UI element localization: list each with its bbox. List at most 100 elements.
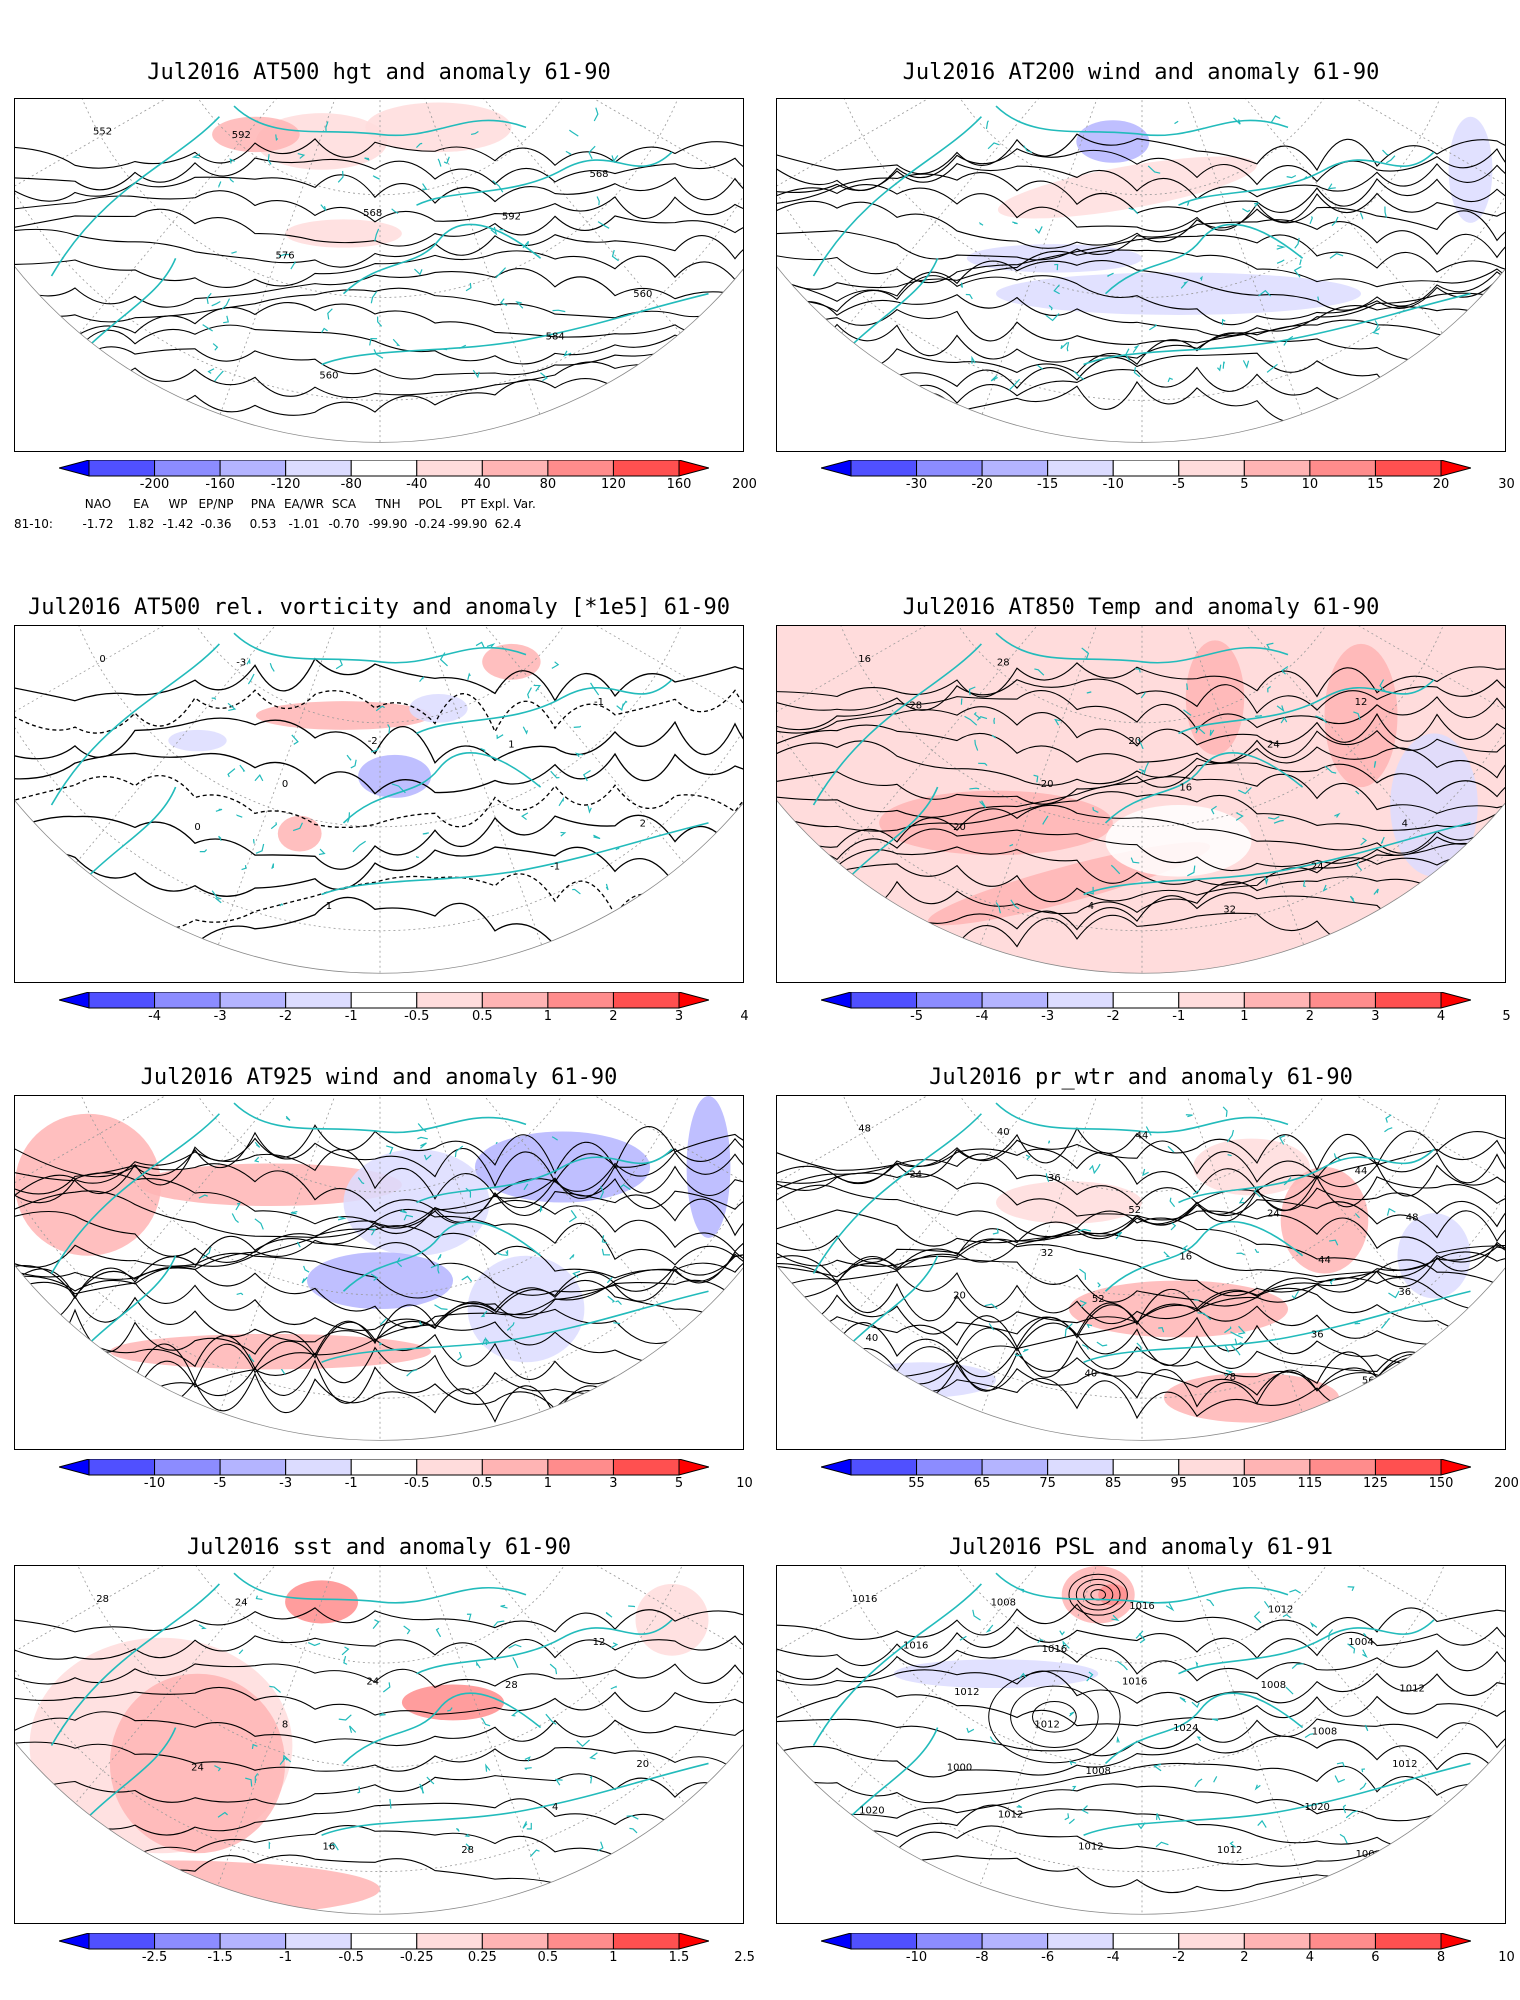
colorbar-segment (850, 991, 918, 1009)
contour-line (15, 268, 743, 308)
border-line (540, 372, 549, 382)
anomaly-shade (850, 1362, 996, 1398)
border-line (593, 834, 601, 840)
colorbar-segment (1243, 1458, 1311, 1476)
coastline (849, 1727, 939, 1818)
contour-label: 48 (1406, 1212, 1419, 1223)
border-line (485, 1763, 491, 1772)
anomaly-shade (996, 272, 1361, 315)
border-line (1060, 341, 1068, 350)
border-line (1133, 367, 1141, 378)
border-line (1345, 1810, 1358, 1819)
colorbar-tick-label: 2.5 (734, 1950, 755, 1965)
contour-line (777, 219, 1505, 261)
border-line (523, 1183, 529, 1191)
contour-label: 1008 (1261, 1680, 1286, 1691)
colorbar-segment (350, 1932, 418, 1950)
colorbar-segment (154, 1458, 221, 1476)
border-line (472, 369, 480, 379)
border-line (1254, 1248, 1260, 1253)
border-line (1334, 1775, 1346, 1783)
colorbar-segment (350, 459, 418, 477)
border-line (978, 762, 988, 766)
border-line (245, 1777, 253, 1787)
border-line (1238, 1197, 1245, 1204)
contour-line (777, 260, 1505, 311)
border-line (230, 251, 237, 254)
colorbar-segment (981, 1932, 1049, 1950)
colorbar-tick-label: 65 (973, 1476, 991, 1491)
contour-label: 1016 (1129, 1601, 1154, 1612)
border-line (391, 208, 399, 214)
border-line (1155, 1841, 1169, 1848)
border-line (434, 1304, 448, 1310)
contour-label: 1024 (1173, 1723, 1198, 1734)
anomaly-shade (1163, 1372, 1340, 1423)
colorbar-segment (219, 991, 287, 1009)
teleconnection-header: SCA (331, 497, 357, 511)
colorbar-cap-left (819, 1458, 852, 1476)
border-line (270, 822, 277, 830)
anomaly-shade (635, 1583, 709, 1656)
contour-label: 1 (508, 740, 514, 751)
border-line (1253, 1186, 1261, 1198)
colorbar-tick-label: -10 (143, 1476, 166, 1491)
border-line (1072, 1785, 1077, 1791)
border-line (1054, 263, 1059, 271)
border-line (269, 663, 275, 672)
border-line (229, 158, 235, 164)
contour-label: 24 (235, 1597, 248, 1608)
colorbar-cap-right (678, 991, 711, 1009)
contour-line (15, 1235, 743, 1302)
contour-line (777, 762, 1505, 805)
contour-line (777, 706, 1505, 747)
border-line (1196, 1736, 1202, 1742)
border-line (370, 1273, 378, 1281)
border-line (419, 1783, 424, 1794)
contour-label: 592 (232, 130, 251, 141)
border-line (582, 769, 591, 782)
border-line (399, 1209, 407, 1214)
border-line (1263, 1600, 1270, 1609)
colorbar-segment (285, 1932, 352, 1950)
anomaly-shade (997, 156, 1257, 219)
border-line (1033, 774, 1039, 783)
contour-line (15, 190, 743, 223)
colorbar-segment (285, 1458, 352, 1476)
border-line (569, 1254, 575, 1260)
border-line (1267, 686, 1271, 693)
colorbar-segment (1112, 1458, 1180, 1476)
border-line (527, 687, 532, 699)
border-line (223, 315, 229, 324)
border-line (1254, 202, 1260, 208)
anomaly-shade (277, 815, 322, 852)
border-line (597, 221, 610, 229)
border-line (1147, 165, 1161, 174)
contour-line (15, 1148, 743, 1204)
border-line (1291, 1663, 1304, 1670)
coastline (87, 1255, 177, 1346)
contour-line (777, 1645, 1505, 1682)
colorbar-segment (219, 1932, 287, 1950)
contour-line (777, 828, 1505, 872)
coastline (50, 116, 220, 277)
graticule-lon (963, 1566, 1143, 1915)
border-line (214, 1765, 222, 1772)
contour-line (15, 1302, 743, 1360)
border-line (1385, 155, 1396, 164)
colorbar-tick-label: 2 (1305, 1009, 1315, 1024)
contour-label: 44 (1318, 1255, 1331, 1266)
colorbar-tick-label: 3 (674, 1009, 684, 1024)
border-line (1153, 1763, 1162, 1772)
border-line (1380, 836, 1385, 845)
border-line (377, 316, 383, 327)
border-line (613, 1322, 621, 1325)
border-line (558, 796, 564, 807)
border-line (987, 142, 1000, 150)
contour-line (777, 1762, 1505, 1804)
border-line (1008, 378, 1021, 391)
contour-label: 20 (1128, 736, 1141, 747)
border-line (552, 309, 566, 313)
panel-title: Jul2016 AT925 wind and anomaly 61-90 (140, 1065, 618, 1090)
map-field (777, 99, 1505, 443)
